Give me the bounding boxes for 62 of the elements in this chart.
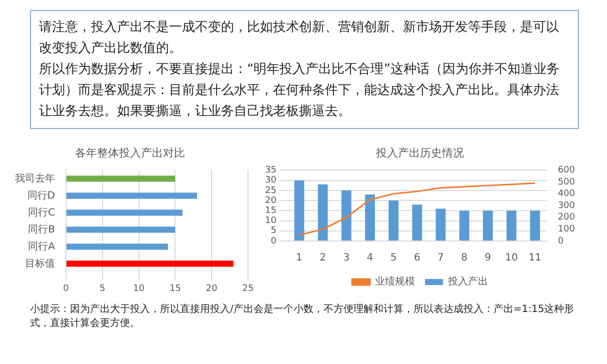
y-tick-label: 0 — [270, 236, 277, 246]
x-tick-label: 20 — [206, 284, 218, 294]
bar — [530, 210, 540, 240]
x-tick-label: 9 — [484, 252, 492, 264]
y-tick-label: 20 — [265, 196, 277, 206]
bar — [341, 190, 352, 240]
x-tick-label: 3 — [343, 252, 350, 264]
y2-tick-label: 400 — [558, 189, 576, 200]
y2-tick-label: 600 — [558, 166, 576, 176]
x-tick-label: 2 — [320, 252, 326, 264]
bar — [318, 184, 328, 240]
bar — [459, 210, 470, 240]
bar — [66, 176, 176, 182]
y-tick-label: 同行C — [28, 207, 56, 218]
bar — [66, 192, 198, 199]
x-tick-label: 11 — [528, 252, 542, 264]
x-tick-label: 1 — [296, 252, 302, 264]
text: 请注意，投入产出不是一成不变的，比如技术创新、营销创新、新市场开发等手段，是可以改变投入产出比数值的。 — [39, 19, 560, 58]
text: 小提示：因为产出大于投入，所以直接用投入/产出会是一个小数，不方便理解和计算，所以表达成投入：产出=1:15这种形式，直接计算会更方便。 — [30, 303, 576, 331]
legend-label: 业绩规模 — [375, 276, 415, 288]
y-tick-label: 15 — [265, 206, 276, 216]
y-tick-label: 我司去年 — [15, 172, 55, 184]
bar — [66, 260, 234, 267]
y-tick-label: 5 — [270, 226, 276, 236]
x-tick-label: 0 — [63, 284, 70, 294]
y-tick-label: 35 — [265, 166, 276, 176]
bar — [66, 244, 168, 250]
x-tick-label: 5 — [390, 252, 397, 264]
bar — [66, 226, 176, 233]
y-tick-label: 同行B — [28, 224, 56, 236]
legend-label: 投入产出 — [447, 276, 488, 288]
bar — [388, 200, 399, 240]
bar — [365, 194, 375, 240]
bar — [412, 204, 422, 240]
x-tick-label: 10 — [133, 284, 145, 294]
y-tick-label: 10 — [265, 216, 277, 226]
x-tick-label: 6 — [414, 252, 420, 264]
y2-tick-label: 100 — [558, 224, 576, 235]
y-tick-label: 目标值 — [25, 257, 55, 270]
y-tick-label: 30 — [265, 176, 277, 186]
y-tick-label: 同行D — [27, 190, 56, 202]
y2-tick-label: 0 — [558, 236, 564, 246]
bar — [482, 210, 493, 240]
x-tick-label: 10 — [505, 252, 518, 264]
x-tick-label: 15 — [169, 284, 181, 294]
x-tick-label: 5 — [100, 284, 106, 294]
y-tick-label: 同行A — [28, 241, 56, 252]
y2-tick-label: 200 — [558, 212, 576, 223]
y2-tick-label: 300 — [558, 200, 576, 211]
bar — [294, 180, 304, 240]
bar — [66, 210, 182, 216]
chart-title: 各年整体投入产出对比 — [75, 146, 185, 160]
chart-title: 投入产出历史情况 — [375, 146, 464, 160]
x-tick-label: 25 — [242, 284, 254, 294]
bar — [436, 208, 446, 240]
y2-tick-label: 500 — [558, 177, 576, 188]
x-tick-label: 7 — [438, 252, 444, 264]
text: 所以作为数据分析，不要直接提出：“明年投入产出比不合理”这种话（因为你并不知道业务计划）而是客观提示：目前是什么水平，在何种条件下，能达成这个投入产出比。具体办法让业务去想。如果要撕逼，让业务自己找老板撕逼去。 — [39, 61, 560, 121]
y-tick-label: 25 — [265, 186, 276, 196]
bar — [506, 210, 516, 240]
x-tick-label: 4 — [366, 252, 374, 264]
x-tick-label: 8 — [461, 252, 468, 264]
